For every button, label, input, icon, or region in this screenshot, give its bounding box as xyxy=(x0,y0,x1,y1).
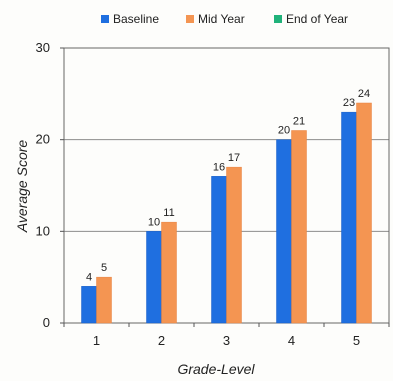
bar-baseline-grade-1 xyxy=(81,286,97,324)
data-label: 10 xyxy=(148,216,160,228)
bar-mid-year-grade-3 xyxy=(226,166,242,324)
bar-baseline-grade-5 xyxy=(341,111,357,324)
data-label: 5 xyxy=(101,262,107,274)
legend-swatch-2 xyxy=(274,15,282,23)
bars xyxy=(81,102,372,324)
x-tick-label: 3 xyxy=(223,333,230,348)
legend-label-0: Baseline xyxy=(113,12,159,26)
y-tick-label: 10 xyxy=(36,223,50,238)
x-axis-title: Grade-Level xyxy=(177,361,255,377)
bar-baseline-grade-3 xyxy=(211,176,227,324)
bar-mid-year-grade-1 xyxy=(96,276,112,324)
data-label: 24 xyxy=(358,88,370,100)
y-tick-label: 0 xyxy=(43,315,50,330)
legend-label-1: Mid Year xyxy=(198,12,245,26)
legend-label-2: End of Year xyxy=(286,12,348,26)
data-label: 11 xyxy=(163,207,174,219)
bar-mid-year-grade-2 xyxy=(161,221,177,324)
data-label: 20 xyxy=(278,125,290,137)
y-tick-label: 30 xyxy=(36,40,50,55)
bar-baseline-grade-4 xyxy=(276,139,292,324)
data-label: 16 xyxy=(213,161,225,173)
x-tick-label: 4 xyxy=(288,333,295,348)
x-tick-label: 2 xyxy=(158,333,165,348)
x-tick-label: 1 xyxy=(93,333,100,348)
data-label: 17 xyxy=(228,152,240,164)
bar-mid-year-grade-5 xyxy=(356,102,372,324)
legend: Baseline Mid Year End of Year xyxy=(101,12,348,26)
data-label: 21 xyxy=(293,116,305,128)
data-label: 4 xyxy=(86,271,92,283)
legend-swatch-0 xyxy=(101,15,109,23)
bar-baseline-grade-2 xyxy=(146,231,162,324)
legend-swatch-1 xyxy=(186,15,194,23)
bar-mid-year-grade-4 xyxy=(291,130,307,324)
data-label: 23 xyxy=(343,97,355,109)
y-axis-title: Average Score xyxy=(14,140,30,234)
x-tick-label: 5 xyxy=(353,333,360,348)
y-tick-label: 20 xyxy=(36,132,50,147)
